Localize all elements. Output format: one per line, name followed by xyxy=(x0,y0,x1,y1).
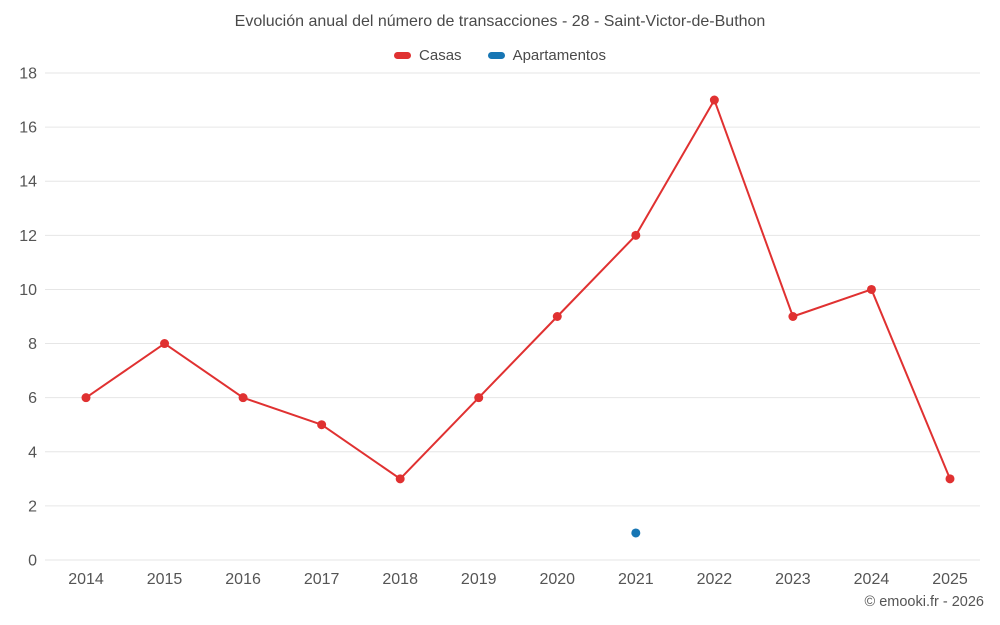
y-axis-tick-label: 6 xyxy=(28,390,37,407)
legend-item-casas[interactable]: Casas xyxy=(394,47,462,64)
y-axis-tick-label: 4 xyxy=(28,444,37,461)
legend-item-apartamentos[interactable]: Apartamentos xyxy=(487,47,606,64)
casas-point-2019[interactable] xyxy=(474,393,484,403)
x-axis-tick-label: 2014 xyxy=(68,571,104,588)
apartamentos-legend-label: Apartamentos xyxy=(512,47,606,64)
casas-point-2015[interactable] xyxy=(160,339,170,349)
x-axis-tick-label: 2016 xyxy=(225,571,261,588)
x-axis-tick-label: 2021 xyxy=(618,571,654,588)
x-axis-tick-label: 2020 xyxy=(539,571,575,588)
x-axis-tick-label: 2017 xyxy=(304,571,340,588)
y-axis-tick-label: 0 xyxy=(28,553,37,570)
apartamentos-point-2021[interactable] xyxy=(631,528,641,538)
y-axis-tick-label: 16 xyxy=(19,120,37,137)
casas-point-2024[interactable] xyxy=(866,284,876,294)
x-axis-tick-label: 2022 xyxy=(697,571,733,588)
apartamentos-legend-swatch-icon xyxy=(487,52,505,59)
chart-legend: Casas Apartamentos xyxy=(0,47,1000,64)
casas-point-2021[interactable] xyxy=(631,230,641,240)
casas-point-2014[interactable] xyxy=(81,393,91,403)
casas-point-2025[interactable] xyxy=(945,474,955,484)
x-axis-tick-label: 2024 xyxy=(854,571,890,588)
casas-legend-swatch-icon xyxy=(394,52,412,59)
chart-title: Evolución anual del número de transaccio… xyxy=(234,13,766,30)
x-axis-tick-label: 2018 xyxy=(382,571,418,588)
y-axis-tick-label: 2 xyxy=(28,498,37,515)
y-axis-tick-label: 18 xyxy=(19,66,37,83)
y-axis-tick-label: 12 xyxy=(19,228,37,245)
casas-point-2017[interactable] xyxy=(317,420,327,430)
copyright-credit: © emooki.fr - 2026 xyxy=(864,594,984,610)
casas-point-2018[interactable] xyxy=(395,474,405,484)
y-axis-tick-label: 8 xyxy=(28,336,37,353)
x-axis-tick-label: 2015 xyxy=(147,571,183,588)
x-axis-tick-label: 2023 xyxy=(775,571,811,588)
y-axis-tick-label: 10 xyxy=(19,282,37,299)
x-axis-tick-label: 2019 xyxy=(461,571,497,588)
casas-point-2020[interactable] xyxy=(552,312,562,321)
y-axis-tick-label: 14 xyxy=(19,174,37,191)
casas-line xyxy=(85,99,951,480)
x-axis-tick-label: 2025 xyxy=(932,571,968,588)
casas-point-2022[interactable] xyxy=(709,95,719,105)
casas-legend-label: Casas xyxy=(419,47,462,64)
casas-point-2023[interactable] xyxy=(788,312,798,321)
casas-point-2016[interactable] xyxy=(238,393,248,403)
